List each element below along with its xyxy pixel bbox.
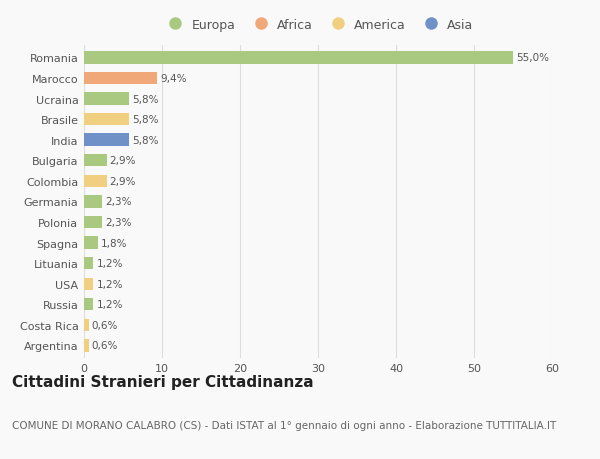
Bar (84, 257, 94, 270)
Bar (84, 216, 102, 229)
Text: 5,8%: 5,8% (133, 135, 159, 146)
Text: 55,0%: 55,0% (516, 53, 549, 63)
Bar (84, 237, 98, 249)
Bar (84, 73, 157, 85)
Text: 1,2%: 1,2% (97, 258, 123, 269)
Text: 9,4%: 9,4% (160, 74, 187, 84)
Text: 0,6%: 0,6% (92, 320, 118, 330)
Bar (84, 155, 107, 167)
Text: 5,8%: 5,8% (133, 94, 159, 104)
Bar (84, 340, 89, 352)
Bar (84, 319, 89, 331)
Bar (84, 134, 129, 146)
Bar (84, 278, 94, 290)
Text: 2,3%: 2,3% (105, 197, 131, 207)
Bar (84, 298, 94, 311)
Text: 0,6%: 0,6% (92, 341, 118, 351)
Text: COMUNE DI MORANO CALABRO (CS) - Dati ISTAT al 1° gennaio di ogni anno - Elaboraz: COMUNE DI MORANO CALABRO (CS) - Dati IST… (12, 420, 556, 430)
Text: 2,3%: 2,3% (105, 218, 131, 228)
Text: 1,8%: 1,8% (101, 238, 128, 248)
Bar (84, 175, 107, 188)
Text: 2,9%: 2,9% (110, 176, 136, 186)
Text: 1,2%: 1,2% (97, 279, 123, 289)
Bar (84, 52, 513, 64)
Text: 2,9%: 2,9% (110, 156, 136, 166)
Text: 1,2%: 1,2% (97, 300, 123, 310)
Text: 5,8%: 5,8% (133, 115, 159, 125)
Bar (84, 114, 129, 126)
Bar (84, 93, 129, 106)
Bar (84, 196, 102, 208)
Legend: Europa, Africa, America, Asia: Europa, Africa, America, Asia (158, 14, 478, 37)
Text: Cittadini Stranieri per Cittadinanza: Cittadini Stranieri per Cittadinanza (12, 374, 314, 389)
